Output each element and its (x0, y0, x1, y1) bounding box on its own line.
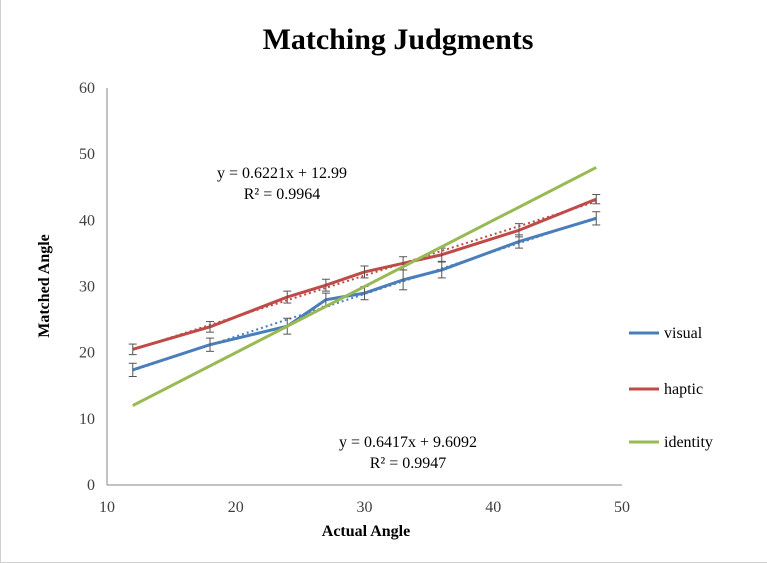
legend-item-visual: visual (629, 325, 703, 342)
legend-label-haptic: haptic (664, 381, 703, 398)
y-tick-label: 0 (87, 477, 95, 494)
chart-title: Matching Judgments (263, 23, 534, 56)
visual-trend-r2: R² = 0.9947 (370, 455, 447, 472)
visual-error-bar (206, 337, 214, 352)
legend-label-identity: identity (664, 434, 713, 451)
haptic-error-bar (515, 223, 523, 238)
legend: visual haptic identity (629, 325, 713, 451)
y-tick-label: 10 (79, 411, 95, 428)
haptic-error-bar (321, 278, 330, 292)
haptic-error-bar (206, 321, 214, 333)
legend-item-haptic: haptic (629, 381, 703, 398)
y-tick-label: 60 (79, 80, 95, 97)
haptic-series (128, 194, 601, 356)
haptic-error-bar (592, 194, 601, 205)
x-axis-label: Actual Angle (322, 523, 410, 540)
visual-error-bar (437, 261, 446, 279)
trendline-equations: y = 0.6221x + 12.99 R² = 0.9964 y = 0.64… (217, 165, 477, 472)
identity-line (132, 166, 597, 407)
series-layer (128, 166, 601, 407)
visual-trend-equation: y = 0.6417x + 9.6092 (339, 434, 477, 451)
haptic-trend-equation: y = 0.6221x + 12.99 (217, 165, 347, 182)
visual-error-bar (592, 211, 601, 226)
legend-label-visual: visual (664, 325, 703, 342)
x-tick-label: 20 (228, 499, 244, 516)
axes (106, 88, 622, 486)
haptic-error-bar (128, 343, 137, 356)
y-tick-label: 20 (79, 345, 95, 362)
visual-series (128, 211, 601, 377)
haptic-error-bar (360, 265, 369, 279)
legend-item-identity: identity (629, 434, 713, 451)
y-axis-label: Matched Angle (36, 234, 53, 338)
x-tick-label: 50 (614, 499, 630, 516)
identity-series (132, 166, 597, 407)
y-tick-label: 30 (79, 279, 95, 296)
haptic-error-bar (283, 290, 292, 304)
y-tick-label: 50 (79, 146, 95, 163)
haptic-trend-r2: R² = 0.9964 (244, 186, 321, 203)
visual-error-bar (128, 362, 137, 377)
x-tick-label: 30 (357, 499, 373, 516)
y-tick-label: 40 (79, 212, 95, 229)
x-tick-label: 40 (485, 499, 501, 516)
x-tick-label: 10 (99, 499, 115, 516)
